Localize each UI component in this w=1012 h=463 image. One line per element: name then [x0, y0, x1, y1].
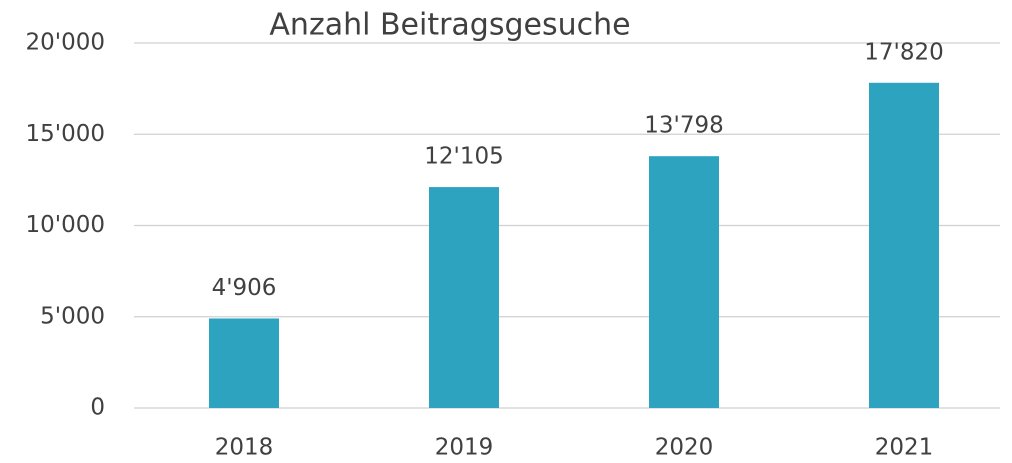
- value-label: 13'798: [644, 113, 724, 139]
- x-tick-label: 2018: [215, 435, 274, 461]
- y-tick-label: 20'000: [26, 30, 106, 56]
- y-tick-label: 0: [90, 395, 105, 421]
- value-label: 4'906: [212, 275, 277, 301]
- chart-title: Anzahl Beitragsgesuche: [269, 8, 630, 43]
- y-tick-label: 5'000: [40, 303, 105, 329]
- x-tick-label: 2020: [655, 435, 714, 461]
- y-tick-label: 15'000: [26, 121, 106, 147]
- y-tick-label: 10'000: [26, 212, 106, 238]
- bar: [209, 318, 279, 408]
- bar: [869, 82, 939, 408]
- bar: [649, 156, 719, 408]
- x-tick-label: 2021: [875, 435, 934, 461]
- value-label: 17'820: [864, 39, 944, 65]
- value-label: 12'105: [424, 144, 504, 170]
- x-tick-label: 2019: [435, 435, 494, 461]
- bar: [429, 187, 499, 408]
